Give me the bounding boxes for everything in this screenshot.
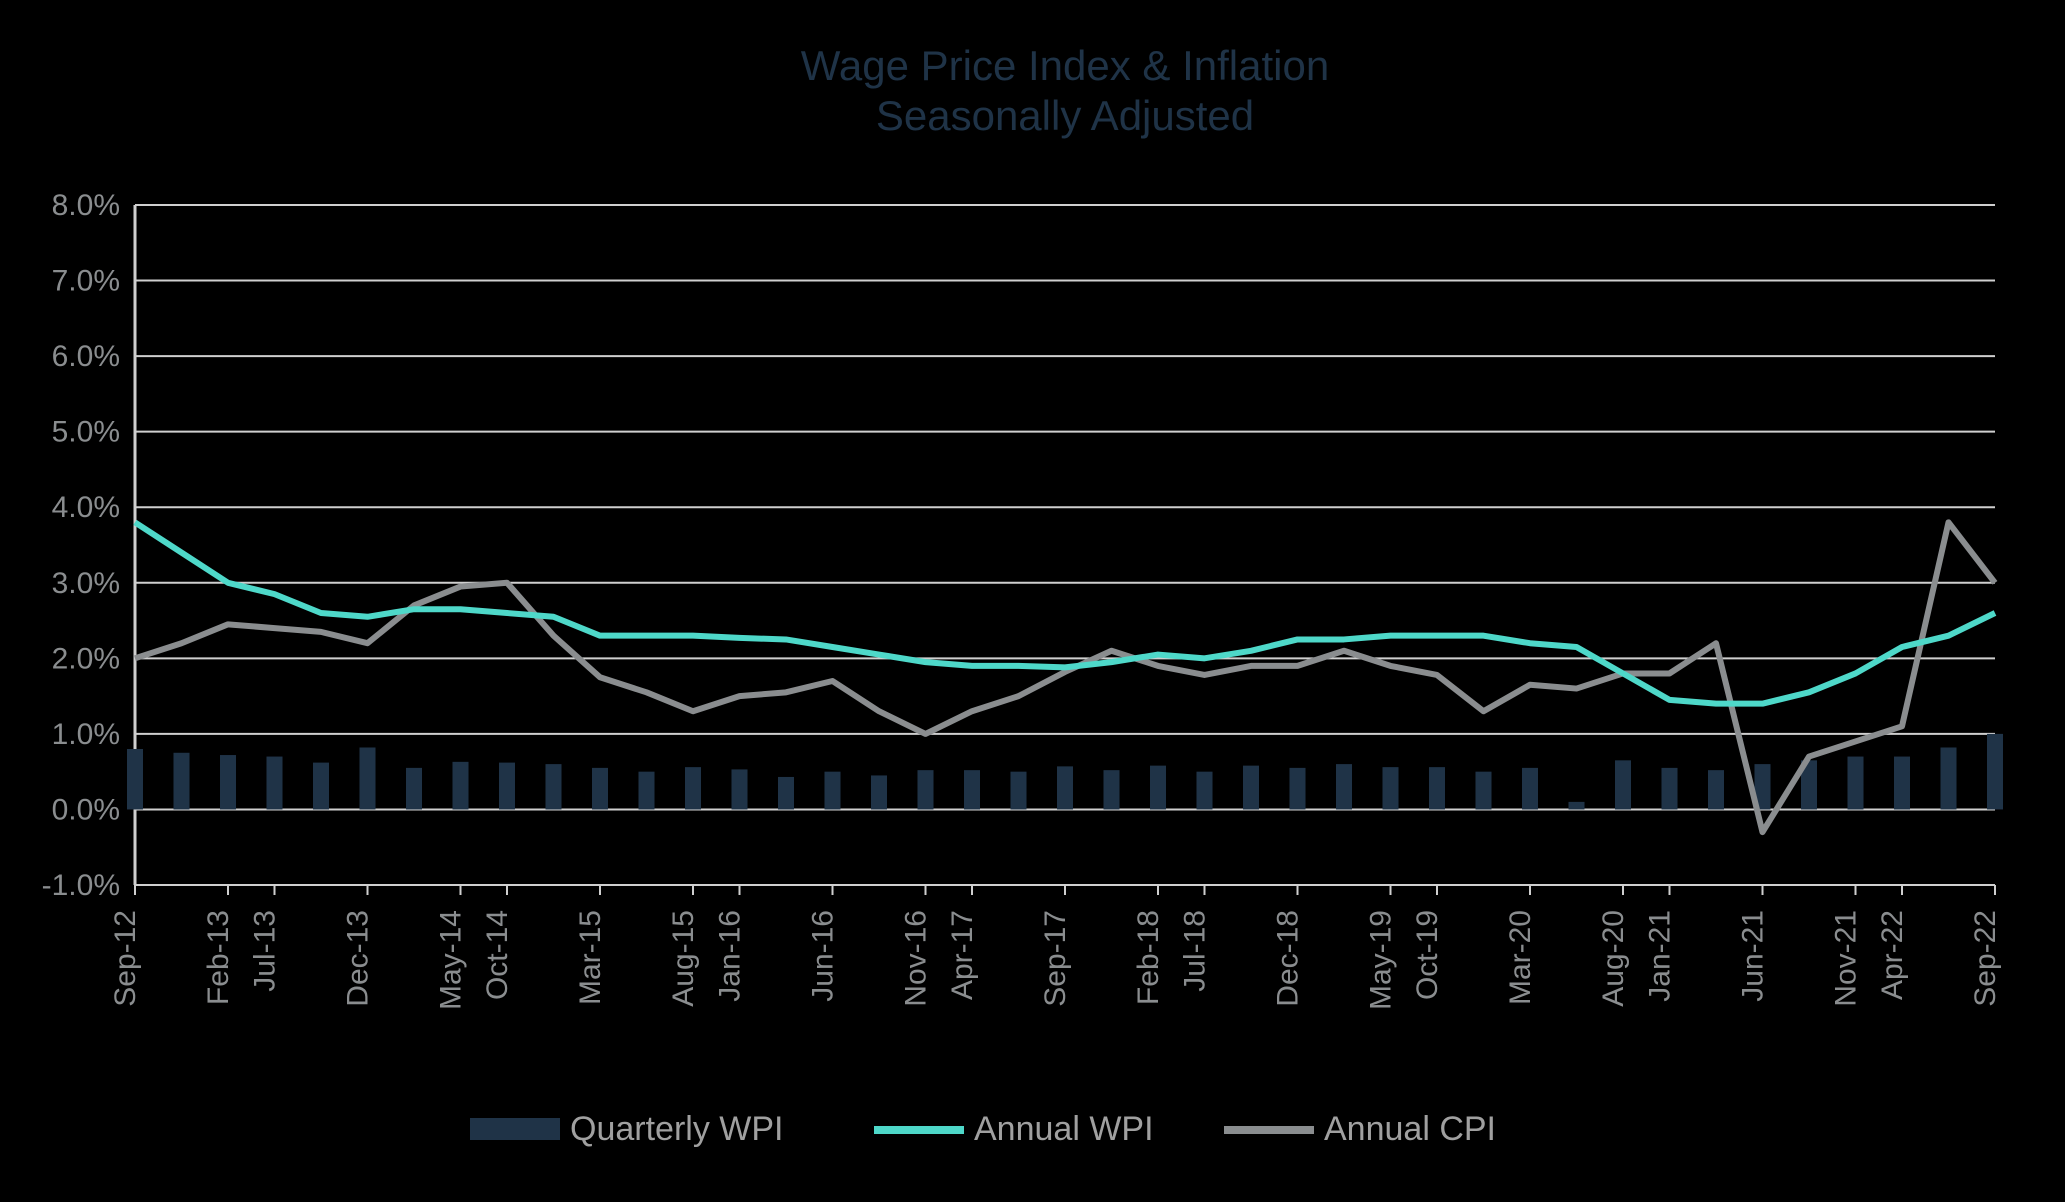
x-axis-label: Jan-16 (714, 910, 747, 1002)
y-axis-label: 3.0% (52, 567, 120, 600)
x-axis-label: Oct-14 (481, 910, 514, 1000)
y-axis-label: 2.0% (52, 642, 120, 675)
x-axis-label: Apr-17 (946, 910, 979, 1000)
bar-quarterly-wpi (778, 777, 794, 809)
bar-quarterly-wpi (360, 747, 376, 809)
bar-quarterly-wpi (1336, 764, 1352, 809)
bar-quarterly-wpi (1290, 768, 1306, 810)
x-axis-label: Mar-20 (1504, 910, 1537, 1005)
x-axis-label: Jun-21 (1737, 910, 1770, 1002)
bar-quarterly-wpi (406, 768, 422, 810)
x-axis-label: Aug-20 (1597, 910, 1630, 1007)
bar-quarterly-wpi (1057, 766, 1073, 809)
bar-quarterly-wpi (1383, 767, 1399, 809)
bar-quarterly-wpi (1708, 770, 1724, 809)
bar-quarterly-wpi (1476, 772, 1492, 810)
x-axis-label: Nov-21 (1830, 910, 1863, 1007)
x-axis-label: Sep-22 (1969, 910, 2002, 1007)
bar-quarterly-wpi (127, 749, 143, 809)
x-axis-label: Feb-18 (1132, 910, 1165, 1005)
x-axis-label: Dec-13 (342, 910, 375, 1007)
bar-quarterly-wpi (1662, 768, 1678, 810)
x-axis-label: Jun-16 (807, 910, 840, 1002)
bar-quarterly-wpi (639, 772, 655, 810)
y-axis-label: 0.0% (52, 793, 120, 826)
bar-quarterly-wpi (1150, 766, 1166, 810)
y-axis-label: 7.0% (52, 265, 120, 298)
y-axis-label: 8.0% (52, 189, 120, 222)
bar-quarterly-wpi (732, 769, 748, 809)
line-annual-wpi (135, 522, 1995, 703)
x-axis-label: Oct-19 (1411, 910, 1444, 1000)
bar-quarterly-wpi (825, 772, 841, 810)
bar-quarterly-wpi (1104, 770, 1120, 809)
x-axis-label: Mar-15 (574, 910, 607, 1005)
x-axis-label: May-14 (435, 910, 468, 1010)
x-axis-label: Nov-16 (900, 910, 933, 1007)
bar-quarterly-wpi (1941, 747, 1957, 809)
bar-quarterly-wpi (964, 770, 980, 809)
bar-quarterly-wpi (546, 764, 562, 809)
y-axis-label: 6.0% (52, 340, 120, 373)
legend-label-annual_cpi: Annual CPI (1324, 1110, 1496, 1148)
bar-quarterly-wpi (313, 763, 329, 810)
bar-quarterly-wpi (1987, 734, 2003, 810)
x-axis-label: Sep-17 (1039, 910, 1072, 1007)
x-axis-label: Jul-13 (249, 910, 282, 992)
chart-title-line1: Wage Price Index & Inflation (801, 42, 1329, 89)
bar-quarterly-wpi (1429, 767, 1445, 809)
bar-quarterly-wpi (1894, 757, 1910, 810)
bar-quarterly-wpi (592, 768, 608, 810)
x-axis-label: Sep-12 (109, 910, 142, 1007)
legend-swatch-quarterly_wpi (470, 1118, 560, 1140)
bar-quarterly-wpi (685, 767, 701, 809)
chart-title-line2: Seasonally Adjusted (876, 92, 1254, 139)
bar-quarterly-wpi (1197, 772, 1213, 810)
bar-quarterly-wpi (220, 755, 236, 809)
bar-quarterly-wpi (453, 762, 469, 810)
bar-quarterly-wpi (1243, 766, 1259, 810)
bar-quarterly-wpi (1569, 802, 1585, 810)
bar-quarterly-wpi (1848, 757, 1864, 810)
y-axis-label: 4.0% (52, 491, 120, 524)
x-axis-label: Feb-13 (202, 910, 235, 1005)
y-axis-label: 5.0% (52, 416, 120, 449)
bar-quarterly-wpi (499, 763, 515, 810)
x-axis-label: Dec-18 (1272, 910, 1305, 1007)
bar-quarterly-wpi (871, 775, 887, 809)
x-axis-label: Jan-21 (1644, 910, 1677, 1002)
bar-quarterly-wpi (1011, 772, 1027, 810)
x-axis-label: Apr-22 (1876, 910, 1909, 1000)
legend-label-annual_wpi: Annual WPI (974, 1110, 1154, 1148)
chart-container: Wage Price Index & InflationSeasonally A… (0, 0, 2065, 1202)
y-axis-label: -1.0% (42, 869, 120, 902)
bar-quarterly-wpi (918, 770, 934, 809)
x-axis-label: Aug-15 (667, 910, 700, 1007)
bar-quarterly-wpi (1522, 768, 1538, 810)
bar-quarterly-wpi (267, 757, 283, 810)
legend-label-quarterly_wpi: Quarterly WPI (570, 1110, 783, 1148)
bar-quarterly-wpi (174, 753, 190, 810)
y-axis-label: 1.0% (52, 718, 120, 751)
chart-svg: Wage Price Index & InflationSeasonally A… (0, 0, 2065, 1202)
x-axis-label: May-19 (1365, 910, 1398, 1010)
x-axis-label: Jul-18 (1179, 910, 1212, 992)
bar-quarterly-wpi (1615, 760, 1631, 809)
